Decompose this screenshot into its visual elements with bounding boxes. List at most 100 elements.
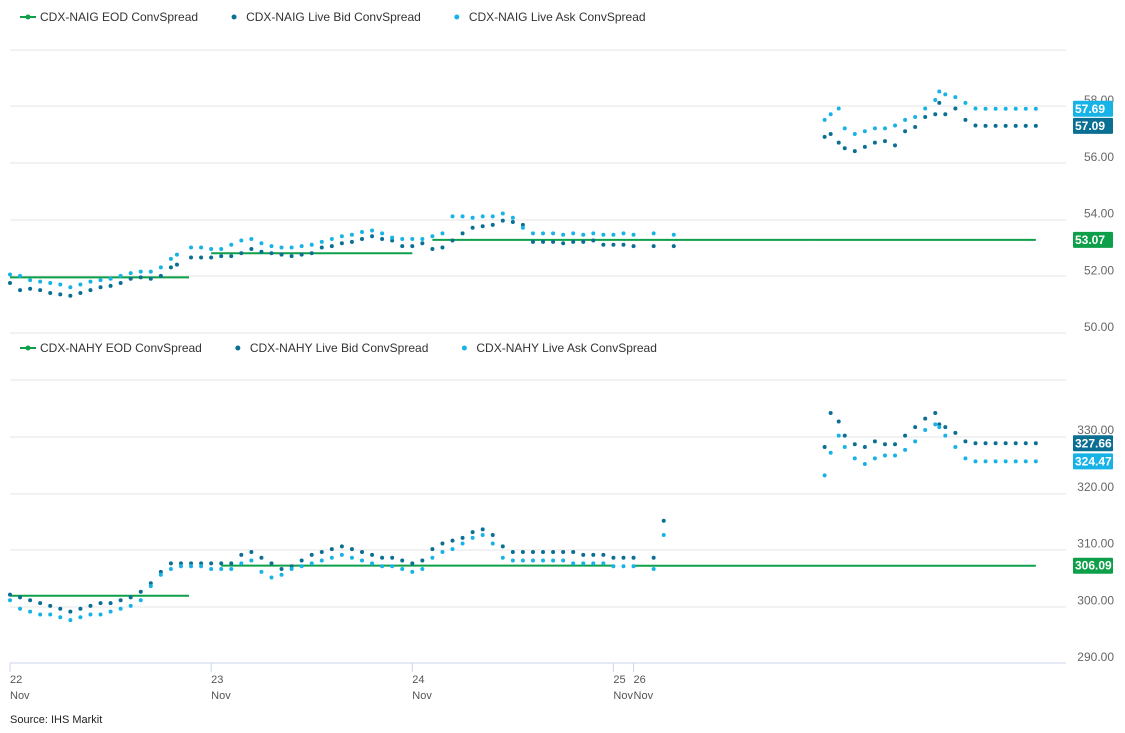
series-point [168, 567, 173, 572]
legend-symbol-dot[interactable] [25, 14, 31, 20]
series-point [329, 237, 334, 242]
series-point [299, 252, 304, 257]
legend-symbol-dot[interactable] [231, 14, 237, 20]
series-point [862, 144, 867, 149]
legend-symbol-dot[interactable] [461, 345, 467, 351]
series-point [651, 555, 656, 560]
series-point [8, 598, 12, 603]
series-point [450, 214, 455, 219]
series-point [1033, 441, 1038, 446]
series-point [199, 564, 204, 569]
series-point [178, 564, 183, 569]
y-tick-label: 320.00 [1077, 480, 1114, 494]
series-point [18, 606, 23, 611]
last-value-label: 57.09 [1075, 119, 1105, 133]
series-point [651, 231, 656, 236]
series-point [299, 244, 304, 249]
series-point [148, 269, 153, 274]
series-point [882, 139, 887, 144]
series-point [480, 532, 485, 537]
legend-item-label[interactable]: CDX-NAIG Live Bid ConvSpread [246, 10, 421, 24]
series-point [68, 609, 73, 614]
series-point [158, 273, 163, 278]
series-point [510, 550, 515, 555]
series-point [631, 564, 636, 569]
legend-item-label[interactable]: CDX-NAHY Live Bid ConvSpread [250, 341, 429, 355]
series-point [219, 561, 224, 566]
series-point [279, 252, 284, 257]
series-point [98, 601, 103, 606]
series-point [360, 229, 364, 234]
series-point [903, 433, 908, 438]
series-point [571, 561, 576, 566]
series-point [591, 231, 596, 236]
series-point [168, 561, 173, 566]
series-point [943, 425, 948, 430]
series-point [249, 550, 254, 555]
series-point [480, 224, 485, 229]
series-point [390, 564, 395, 569]
series-point [108, 609, 113, 614]
legend-item-label[interactable]: CDX-NAIG Live Ask ConvSpread [469, 10, 646, 24]
series-point [923, 115, 928, 120]
x-tick-day: 23 [211, 674, 223, 686]
series-point [420, 567, 425, 572]
series-point [836, 419, 841, 424]
legend-symbol-dot[interactable] [454, 14, 460, 20]
series-point [189, 245, 194, 250]
series-point [158, 265, 163, 270]
legend-item-label[interactable]: CDX-NAIG EOD ConvSpread [40, 10, 198, 24]
series-point [510, 220, 515, 225]
x-tick-month: Nov [412, 690, 432, 702]
series-point [530, 550, 535, 555]
series-point [541, 550, 546, 555]
series-point [88, 603, 93, 608]
series-point [339, 234, 344, 239]
series-point [983, 441, 988, 446]
legend-symbol-dot[interactable] [25, 345, 31, 351]
legend-item-label[interactable]: CDX-NAHY EOD ConvSpread [40, 341, 202, 355]
series-point [128, 276, 133, 281]
series-point [913, 124, 918, 129]
series-point [470, 535, 475, 540]
series-point [38, 601, 43, 606]
series-point [370, 234, 375, 239]
series-point [611, 232, 616, 237]
legend-item-label[interactable]: CDX-NAHY Live Ask ConvSpread [476, 341, 657, 355]
series-point [8, 272, 12, 277]
series-point [319, 550, 324, 555]
series-point [661, 518, 666, 523]
series-point [963, 100, 968, 105]
series-point [349, 232, 354, 237]
series-point [78, 615, 83, 620]
series-point [98, 285, 103, 290]
series-point [138, 598, 143, 603]
series-point [209, 567, 214, 572]
y-tick-label: 300.00 [1077, 593, 1114, 607]
y-tick-label: 330.00 [1077, 423, 1114, 437]
legend-symbol-dot[interactable] [235, 345, 241, 351]
series-point [943, 92, 948, 97]
y-tick-label: 54.00 [1084, 207, 1114, 221]
series-point [490, 532, 495, 537]
series-point [671, 244, 676, 249]
series-point [28, 278, 33, 283]
series-point [836, 106, 841, 111]
series-point [1023, 441, 1028, 446]
series-point [400, 558, 405, 563]
series-point [852, 149, 857, 154]
series-point [571, 550, 576, 555]
series-point [229, 242, 234, 247]
series-point [611, 242, 616, 247]
series-point [78, 282, 83, 287]
series-point [903, 447, 908, 452]
y-tick-label: 56.00 [1084, 150, 1114, 164]
series-point [148, 276, 153, 281]
series-point [18, 595, 23, 600]
series-point [903, 129, 908, 134]
last-value-badge [1073, 231, 1113, 248]
series-point [963, 439, 968, 444]
series-point [189, 255, 194, 260]
series-point [822, 445, 827, 450]
series-point [249, 246, 254, 251]
